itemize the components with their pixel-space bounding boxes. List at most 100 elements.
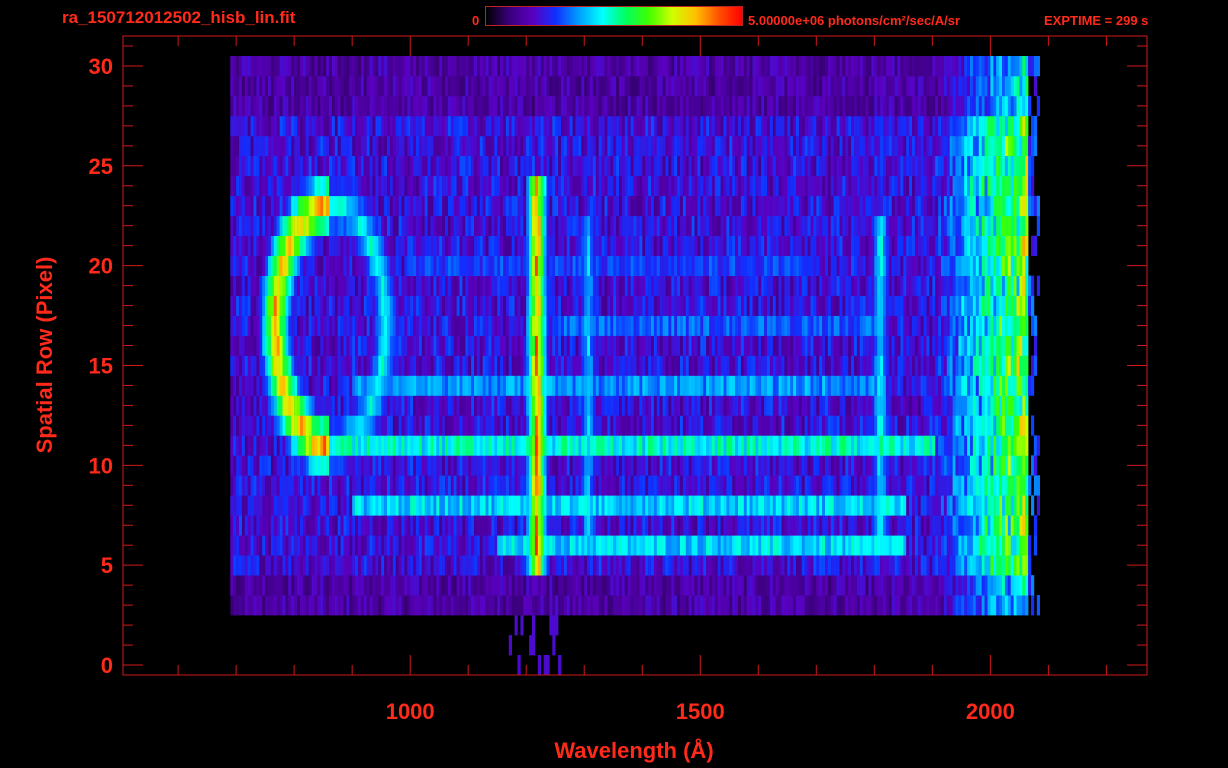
heatmap-cell bbox=[851, 455, 855, 476]
heatmap-cell bbox=[801, 355, 805, 376]
heatmap-cell bbox=[688, 535, 692, 556]
heatmap-cell bbox=[772, 335, 776, 356]
heatmap-cell bbox=[459, 335, 463, 356]
heatmap-cell bbox=[369, 375, 373, 396]
heatmap-cell bbox=[680, 355, 684, 376]
heatmap-cell bbox=[546, 535, 550, 556]
heatmap-cell bbox=[859, 395, 863, 416]
heatmap-cell bbox=[311, 355, 315, 376]
heatmap-cell bbox=[311, 295, 315, 316]
heatmap-cell bbox=[700, 275, 704, 296]
heatmap-cell bbox=[970, 555, 974, 576]
heatmap-cell bbox=[996, 495, 1000, 516]
heatmap-cell bbox=[247, 535, 251, 556]
heatmap-cell bbox=[331, 555, 336, 576]
heatmap-cell bbox=[569, 415, 573, 436]
heatmap-cell bbox=[639, 535, 643, 556]
heatmap-cell bbox=[639, 255, 643, 276]
heatmap-cell bbox=[369, 415, 373, 436]
heatmap-cell bbox=[601, 595, 605, 616]
heatmap-cell bbox=[598, 315, 602, 336]
heatmap-cell bbox=[659, 515, 663, 536]
heatmap-cell bbox=[291, 275, 295, 296]
heatmap-cell bbox=[398, 295, 402, 316]
heatmap-cell bbox=[256, 295, 260, 316]
heatmap-cell bbox=[459, 415, 463, 436]
heatmap-cell bbox=[990, 455, 994, 476]
heatmap-cell bbox=[468, 555, 472, 576]
heatmap-cell bbox=[752, 415, 756, 436]
heatmap-cell bbox=[958, 275, 962, 296]
heatmap-cell bbox=[546, 655, 550, 676]
heatmap-cell bbox=[445, 295, 449, 316]
heatmap-cell bbox=[816, 335, 820, 356]
heatmap-cell bbox=[917, 515, 921, 536]
heatmap-cell bbox=[827, 575, 832, 596]
heatmap-cell bbox=[819, 595, 823, 616]
heatmap-cell bbox=[308, 355, 312, 376]
heatmap-cell bbox=[633, 415, 637, 436]
heatmap-cell bbox=[888, 475, 892, 496]
heatmap-cell bbox=[447, 255, 452, 276]
heatmap-cell bbox=[706, 495, 710, 516]
heatmap-cell bbox=[308, 295, 312, 316]
heatmap-cell bbox=[534, 395, 539, 416]
heatmap-cell bbox=[943, 275, 948, 296]
heatmap-cell bbox=[871, 415, 875, 436]
heatmap-cell bbox=[1013, 575, 1017, 596]
heatmap-cell bbox=[346, 355, 350, 376]
heatmap-cell bbox=[691, 315, 695, 336]
heatmap-cell bbox=[488, 255, 492, 276]
heatmap-cell bbox=[677, 515, 681, 536]
heatmap-cell bbox=[494, 415, 498, 436]
heatmap-cell bbox=[691, 435, 695, 456]
heatmap-cell bbox=[926, 595, 930, 616]
heatmap-cell bbox=[282, 435, 286, 456]
heatmap-cell bbox=[456, 255, 460, 276]
heatmap-cell bbox=[639, 355, 643, 376]
heatmap-cell bbox=[943, 455, 948, 476]
heatmap-cell bbox=[877, 535, 881, 556]
heatmap-cell bbox=[970, 335, 974, 356]
heatmap-cell bbox=[329, 335, 333, 356]
heatmap-cell bbox=[584, 575, 588, 596]
heatmap-cell bbox=[964, 255, 968, 276]
heatmap-cell bbox=[343, 495, 347, 516]
heatmap-cell bbox=[978, 315, 982, 336]
heatmap-cell bbox=[888, 275, 892, 296]
heatmap-cell bbox=[334, 535, 338, 556]
heatmap-cell bbox=[534, 315, 539, 336]
heatmap-cell bbox=[279, 275, 283, 296]
heatmap-cell bbox=[285, 515, 289, 536]
heatmap-cell bbox=[459, 355, 463, 376]
heatmap-cell bbox=[917, 435, 921, 456]
heatmap-cell bbox=[320, 435, 324, 456]
heatmap-cell bbox=[778, 415, 782, 436]
heatmap-cell bbox=[967, 275, 971, 296]
heatmap-cell bbox=[798, 295, 803, 316]
heatmap-cell bbox=[517, 375, 521, 396]
heatmap-cell bbox=[845, 455, 849, 476]
heatmap-cell bbox=[816, 475, 820, 496]
heatmap-cell bbox=[764, 595, 768, 616]
heatmap-cell bbox=[462, 335, 466, 356]
heatmap-cell bbox=[552, 475, 556, 496]
heatmap-cell bbox=[436, 255, 440, 276]
heatmap-cell bbox=[230, 535, 234, 556]
heatmap-cell bbox=[714, 475, 718, 496]
heatmap-cell bbox=[685, 535, 689, 556]
heatmap-cell bbox=[888, 315, 892, 336]
heatmap-cell bbox=[816, 555, 820, 576]
heatmap-cell bbox=[755, 375, 759, 396]
heatmap-cell bbox=[323, 575, 327, 596]
heatmap-cell bbox=[642, 255, 646, 276]
heatmap-cell bbox=[706, 375, 710, 396]
heatmap-cell bbox=[262, 375, 266, 396]
heatmap-cell bbox=[694, 395, 698, 416]
heatmap-cell bbox=[830, 295, 834, 316]
heatmap-cell bbox=[903, 335, 907, 356]
heatmap-cell bbox=[970, 275, 974, 296]
heatmap-cell bbox=[709, 255, 713, 276]
heatmap-cell bbox=[616, 435, 620, 456]
heatmap-cell bbox=[810, 355, 814, 376]
